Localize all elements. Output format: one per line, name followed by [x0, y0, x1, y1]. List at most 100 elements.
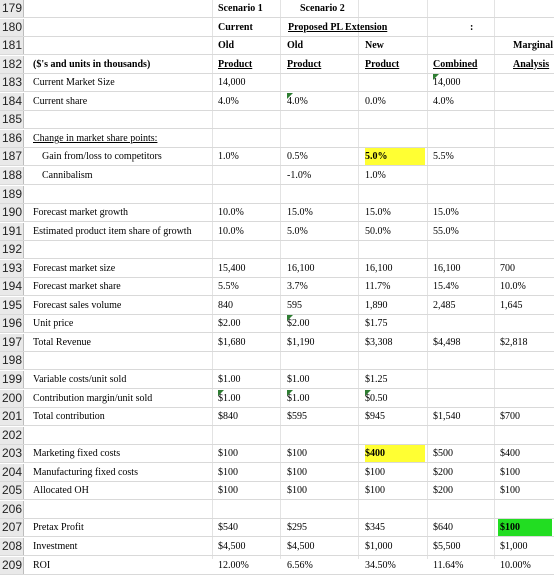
- value-cell[interactable]: $100: [218, 485, 238, 497]
- row-label-cell[interactable]: Marketing fixed costs: [33, 448, 121, 460]
- row-number-header[interactable]: 188: [0, 166, 24, 184]
- row-number-header[interactable]: 179: [0, 0, 24, 17]
- value-cell[interactable]: 1.0%: [218, 151, 239, 163]
- value-cell[interactable]: $5,500: [433, 540, 461, 552]
- column-header-cell[interactable]: ($'s and units in thousands): [33, 58, 151, 70]
- value-cell[interactable]: $1,000: [365, 540, 393, 552]
- value-cell[interactable]: $400: [365, 445, 425, 463]
- column-header-cell[interactable]: Combined: [433, 58, 478, 70]
- value-cell[interactable]: $295: [287, 522, 307, 534]
- column-header-cell[interactable]: Product: [365, 58, 400, 70]
- row-label-cell[interactable]: Cannibalism: [42, 169, 93, 181]
- value-cell[interactable]: 14,000: [218, 77, 246, 89]
- value-cell[interactable]: 0.5%: [287, 151, 308, 163]
- value-cell[interactable]: $345: [365, 522, 385, 534]
- row-number-header[interactable]: 207: [0, 519, 24, 537]
- column-header-cell[interactable]: Current: [218, 21, 253, 33]
- row-number-header[interactable]: 200: [0, 389, 24, 407]
- row-number-header[interactable]: 185: [0, 111, 24, 129]
- row-number-header[interactable]: 181: [0, 37, 24, 55]
- column-header-cell[interactable]: Scenario 2: [300, 3, 345, 14]
- value-cell[interactable]: 5.0%: [287, 225, 308, 237]
- value-cell[interactable]: $700: [500, 411, 520, 423]
- value-cell[interactable]: 11.7%: [365, 281, 391, 293]
- value-cell[interactable]: $945: [365, 411, 385, 423]
- value-cell[interactable]: 16,100: [365, 262, 393, 274]
- row-label-cell[interactable]: Pretax Profit: [33, 522, 84, 534]
- row-label-cell[interactable]: Investment: [33, 540, 78, 552]
- value-cell[interactable]: $595: [287, 411, 307, 423]
- value-cell[interactable]: 3.7%: [287, 281, 308, 293]
- value-cell[interactable]: 0.0%: [365, 95, 386, 107]
- value-cell[interactable]: 50.0%: [365, 225, 391, 237]
- value-cell[interactable]: $200: [433, 466, 453, 478]
- row-number-header[interactable]: 187: [0, 148, 24, 166]
- row-label-cell[interactable]: Unit price: [33, 318, 74, 330]
- column-header-cell[interactable]: Proposed PL Extension: [288, 21, 388, 33]
- value-cell[interactable]: 11.64%: [433, 559, 464, 571]
- value-cell[interactable]: $1.75: [365, 318, 388, 330]
- row-number-header[interactable]: 193: [0, 259, 24, 277]
- value-cell[interactable]: 15.0%: [365, 207, 391, 219]
- row-label-cell[interactable]: Forecast market growth: [33, 207, 128, 219]
- row-label-cell[interactable]: Current Market Size: [33, 77, 115, 89]
- row-label-cell[interactable]: Current share: [33, 95, 88, 107]
- value-cell[interactable]: $4,500: [218, 540, 246, 552]
- row-number-header[interactable]: 194: [0, 278, 24, 296]
- value-cell[interactable]: $100: [218, 466, 238, 478]
- row-number-header[interactable]: 203: [0, 445, 24, 463]
- row-label-cell[interactable]: Manufacturing fixed costs: [33, 466, 138, 478]
- value-cell[interactable]: 1,645: [500, 299, 523, 311]
- value-cell[interactable]: 34.50%: [365, 559, 396, 571]
- row-label-cell[interactable]: Forecast market share: [33, 281, 121, 293]
- row-label-cell[interactable]: Variable costs/unit sold: [33, 374, 127, 385]
- column-header-cell[interactable]: Product: [287, 58, 322, 70]
- value-cell[interactable]: 6.56%: [287, 559, 313, 571]
- value-cell[interactable]: $100: [498, 519, 552, 537]
- row-number-header[interactable]: 209: [0, 556, 24, 574]
- row-number-header[interactable]: 195: [0, 296, 24, 314]
- column-header-cell[interactable]: :: [470, 21, 474, 33]
- column-header-cell[interactable]: Old: [287, 40, 304, 52]
- row-label-cell[interactable]: Forecast sales volume: [33, 299, 122, 311]
- row-number-header[interactable]: 190: [0, 204, 24, 222]
- row-number-header[interactable]: 180: [0, 18, 24, 36]
- value-cell[interactable]: 15.4%: [433, 281, 459, 293]
- value-cell[interactable]: $100: [218, 448, 238, 460]
- value-cell[interactable]: 14,000: [433, 74, 461, 91]
- value-cell[interactable]: $2,818: [500, 336, 528, 348]
- column-header-cell[interactable]: Marginal: [513, 40, 553, 52]
- value-cell[interactable]: 700: [500, 262, 515, 274]
- value-cell[interactable]: $1.00: [218, 389, 241, 407]
- row-number-header[interactable]: 189: [0, 185, 24, 203]
- row-number-header[interactable]: 201: [0, 408, 24, 426]
- column-header-cell[interactable]: Scenario 1: [218, 3, 263, 14]
- row-number-header[interactable]: 205: [0, 482, 24, 500]
- value-cell[interactable]: $640: [433, 522, 453, 534]
- row-label-cell[interactable]: Estimated product item share of growth: [33, 225, 192, 237]
- value-cell[interactable]: $2.00: [218, 318, 241, 330]
- row-number-header[interactable]: 202: [0, 426, 24, 444]
- value-cell[interactable]: 16,100: [433, 262, 461, 274]
- row-number-header[interactable]: 199: [0, 371, 24, 388]
- value-cell[interactable]: 15.0%: [433, 207, 459, 219]
- value-cell[interactable]: $500: [433, 448, 453, 460]
- value-cell[interactable]: $1,000: [500, 540, 528, 552]
- value-cell[interactable]: 4.0%: [218, 95, 239, 107]
- row-number-header[interactable]: 191: [0, 222, 24, 240]
- value-cell[interactable]: $0.50: [365, 389, 388, 407]
- value-cell[interactable]: 840: [218, 299, 233, 311]
- value-cell[interactable]: $4,500: [287, 540, 315, 552]
- value-cell[interactable]: 10.0%: [218, 225, 244, 237]
- value-cell[interactable]: 10.0%: [500, 281, 526, 293]
- value-cell[interactable]: $200: [433, 485, 453, 497]
- column-header-cell[interactable]: Old: [218, 40, 235, 52]
- row-label-cell[interactable]: ROI: [33, 559, 51, 571]
- row-label-cell[interactable]: Total contribution: [33, 411, 105, 423]
- row-label-cell[interactable]: Change in market share points:: [33, 132, 158, 144]
- value-cell[interactable]: $100: [287, 466, 307, 478]
- value-cell[interactable]: 1,890: [365, 299, 388, 311]
- value-cell[interactable]: $100: [287, 448, 307, 460]
- row-number-header[interactable]: 186: [0, 129, 24, 147]
- row-number-header[interactable]: 196: [0, 315, 24, 333]
